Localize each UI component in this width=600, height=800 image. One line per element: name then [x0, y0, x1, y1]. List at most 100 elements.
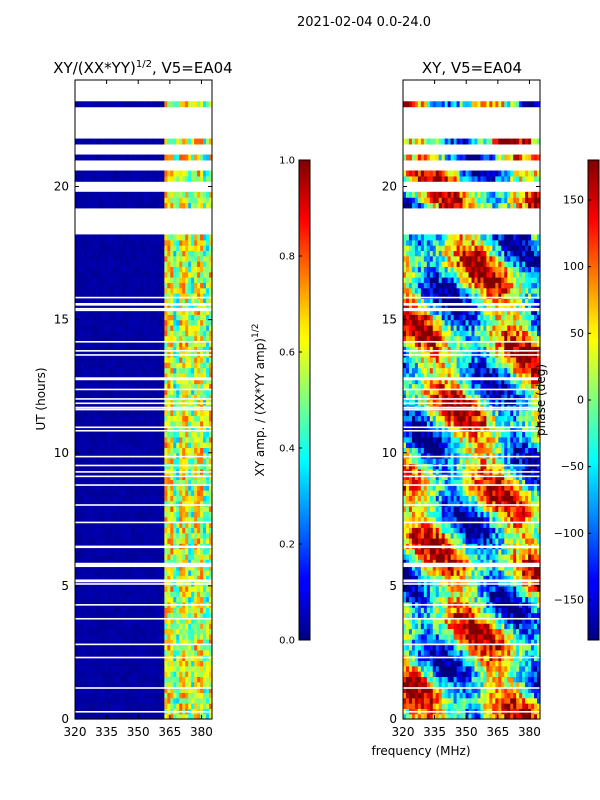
heatmap-cell: [167, 681, 171, 688]
heatmap-cell: [86, 335, 91, 342]
heatmap-cell: [185, 463, 189, 470]
heatmap-cell: [164, 250, 168, 257]
heatmap-cell: [119, 713, 124, 720]
heatmap-cell: [164, 271, 168, 278]
heatmap-cell: [134, 607, 139, 614]
heatmap-cell: [107, 314, 112, 321]
heatmap-cell: [77, 335, 82, 342]
heatmap-cell: [161, 452, 165, 459]
heatmap-cell: [182, 170, 186, 177]
heatmap-cell: [152, 324, 157, 331]
heatmap-cell: [176, 617, 180, 624]
heatmap-cell: [101, 713, 106, 720]
heatmap-cell: [152, 255, 157, 262]
heatmap-cell: [125, 308, 130, 315]
heatmap-cell: [128, 245, 133, 251]
flagged-row: [75, 307, 212, 310]
heatmap-cell: [164, 458, 168, 464]
heatmap-cell: [170, 490, 174, 496]
heatmap-cell: [86, 340, 91, 347]
heatmap-cell: [146, 511, 151, 518]
heatmap-cell: [173, 697, 177, 704]
heatmap-cell: [131, 170, 136, 177]
heatmap-cell: [176, 569, 180, 576]
heatmap-cell: [137, 442, 142, 449]
heatmap-cell: [194, 383, 198, 390]
heatmap-cell: [194, 633, 198, 640]
heatmap-cell: [486, 713, 490, 720]
flagged-row: [75, 604, 212, 606]
heatmap-cell: [209, 527, 213, 534]
heatmap-cell: [155, 607, 159, 614]
heatmap-cell: [116, 271, 121, 278]
heatmap-cell: [89, 426, 94, 433]
heatmap-cell: [465, 703, 470, 709]
heatmap-cell: [119, 324, 124, 331]
heatmap-cell: [209, 548, 213, 555]
heatmap-cell: [101, 649, 106, 656]
heatmap-cell: [101, 612, 106, 619]
heatmap-cell: [119, 490, 124, 496]
heatmap-cell: [173, 394, 177, 401]
heatmap-cell: [125, 537, 130, 544]
heatmap-cell: [113, 639, 118, 646]
heatmap-cell: [75, 308, 79, 315]
heatmap-cell: [146, 553, 151, 560]
heatmap-cell: [209, 330, 213, 337]
heatmap-cell: [83, 537, 88, 544]
heatmap-cell: [191, 335, 195, 342]
heatmap-cell: [137, 282, 142, 289]
heatmap-cell: [200, 639, 204, 646]
heatmap-cell: [98, 442, 103, 449]
heatmap-cell: [185, 532, 189, 539]
heatmap-cell: [80, 319, 85, 326]
heatmap-cell: [161, 521, 165, 528]
heatmap-cell: [200, 282, 204, 289]
heatmap-cell: [101, 282, 106, 289]
heatmap-cell: [113, 202, 118, 209]
heatmap-cell: [77, 191, 82, 198]
heatmap-cell: [197, 458, 201, 464]
heatmap-cell: [185, 458, 189, 464]
heatmap-cell: [116, 293, 121, 299]
heatmap-cell: [137, 633, 142, 640]
heatmap-cell: [107, 245, 112, 251]
heatmap-cell: [209, 378, 213, 385]
heatmap-cell: [86, 687, 91, 693]
heatmap-cell: [173, 271, 177, 278]
heatmap-cell: [140, 362, 145, 369]
heatmap-cell: [149, 623, 154, 630]
heatmap-cell: [134, 293, 139, 299]
heatmap-cell: [152, 527, 157, 534]
heatmap-cell: [191, 490, 195, 496]
heatmap-cell: [167, 676, 171, 683]
heatmap-cell: [83, 617, 88, 624]
heatmap-cell: [185, 713, 189, 720]
heatmap-cell: [131, 271, 136, 278]
heatmap-cell: [149, 516, 154, 523]
heatmap-cell: [107, 250, 112, 257]
heatmap-cell: [134, 452, 139, 459]
heatmap-cell: [468, 692, 473, 699]
heatmap-cell: [194, 191, 198, 198]
flagged-row: [75, 579, 212, 582]
heatmap-cell: [119, 644, 124, 651]
heatmap-cell: [113, 138, 118, 145]
heatmap-cell: [200, 564, 204, 571]
heatmap-cell: [185, 639, 189, 646]
heatmap-cell: [176, 516, 180, 523]
heatmap-cell: [167, 575, 171, 582]
heatmap-cell: [191, 687, 195, 693]
heatmap-cell: [89, 633, 94, 640]
heatmap-cell: [149, 633, 154, 640]
heatmap-cell: [206, 234, 210, 241]
heatmap-cell: [206, 500, 210, 507]
heatmap-cell: [131, 623, 136, 630]
heatmap-cell: [80, 234, 85, 241]
heatmap-cell: [104, 639, 109, 646]
heatmap-cell: [164, 436, 168, 443]
heatmap-cell: [134, 175, 139, 182]
heatmap-cell: [152, 261, 157, 267]
heatmap-cell: [113, 596, 118, 603]
heatmap-cell: [167, 665, 171, 672]
